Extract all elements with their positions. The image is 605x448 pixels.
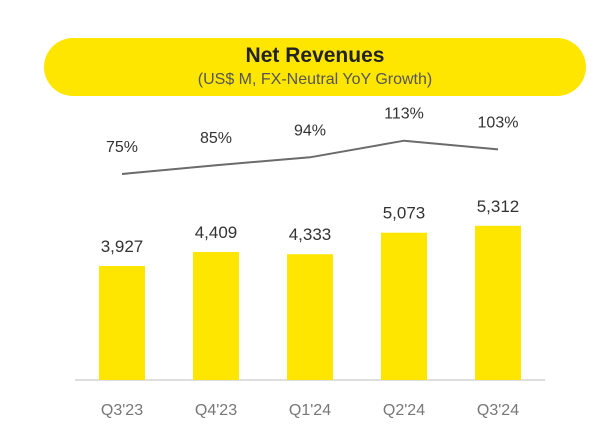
x-tick-label: Q3'24 <box>477 402 519 419</box>
chart-subtitle: (US$ M, FX-Neutral YoY Growth) <box>197 71 433 88</box>
chart-title: Net Revenues <box>245 44 385 67</box>
growth-value-label: 75% <box>106 139 138 156</box>
bar-value-label: 5,073 <box>383 204 426 223</box>
bar-2 <box>287 254 333 380</box>
growth-value-label: 94% <box>294 122 326 139</box>
chart-header: Net Revenues (US$ M, FX-Neutral YoY Grow… <box>44 38 586 96</box>
bar-0 <box>99 265 145 380</box>
growth-line <box>121 139 499 175</box>
bar-value-label: 5,312 <box>477 197 520 216</box>
x-tick-label: Q3'23 <box>101 402 143 419</box>
bar-value-label: 4,409 <box>195 223 238 242</box>
x-tick-label: Q2'24 <box>383 402 425 419</box>
bar-3 <box>381 232 427 380</box>
growth-value-label: 85% <box>200 130 232 147</box>
bar-4 <box>475 225 521 380</box>
growth-value-label: 103% <box>478 114 519 131</box>
x-tick-label: Q4'23 <box>195 402 237 419</box>
bar-value-label: 3,927 <box>101 237 144 256</box>
bar-1 <box>193 251 239 380</box>
x-tick-label: Q1'24 <box>289 402 331 419</box>
growth-value-label: 113% <box>384 106 424 123</box>
bar-value-label: 4,333 <box>289 225 332 244</box>
